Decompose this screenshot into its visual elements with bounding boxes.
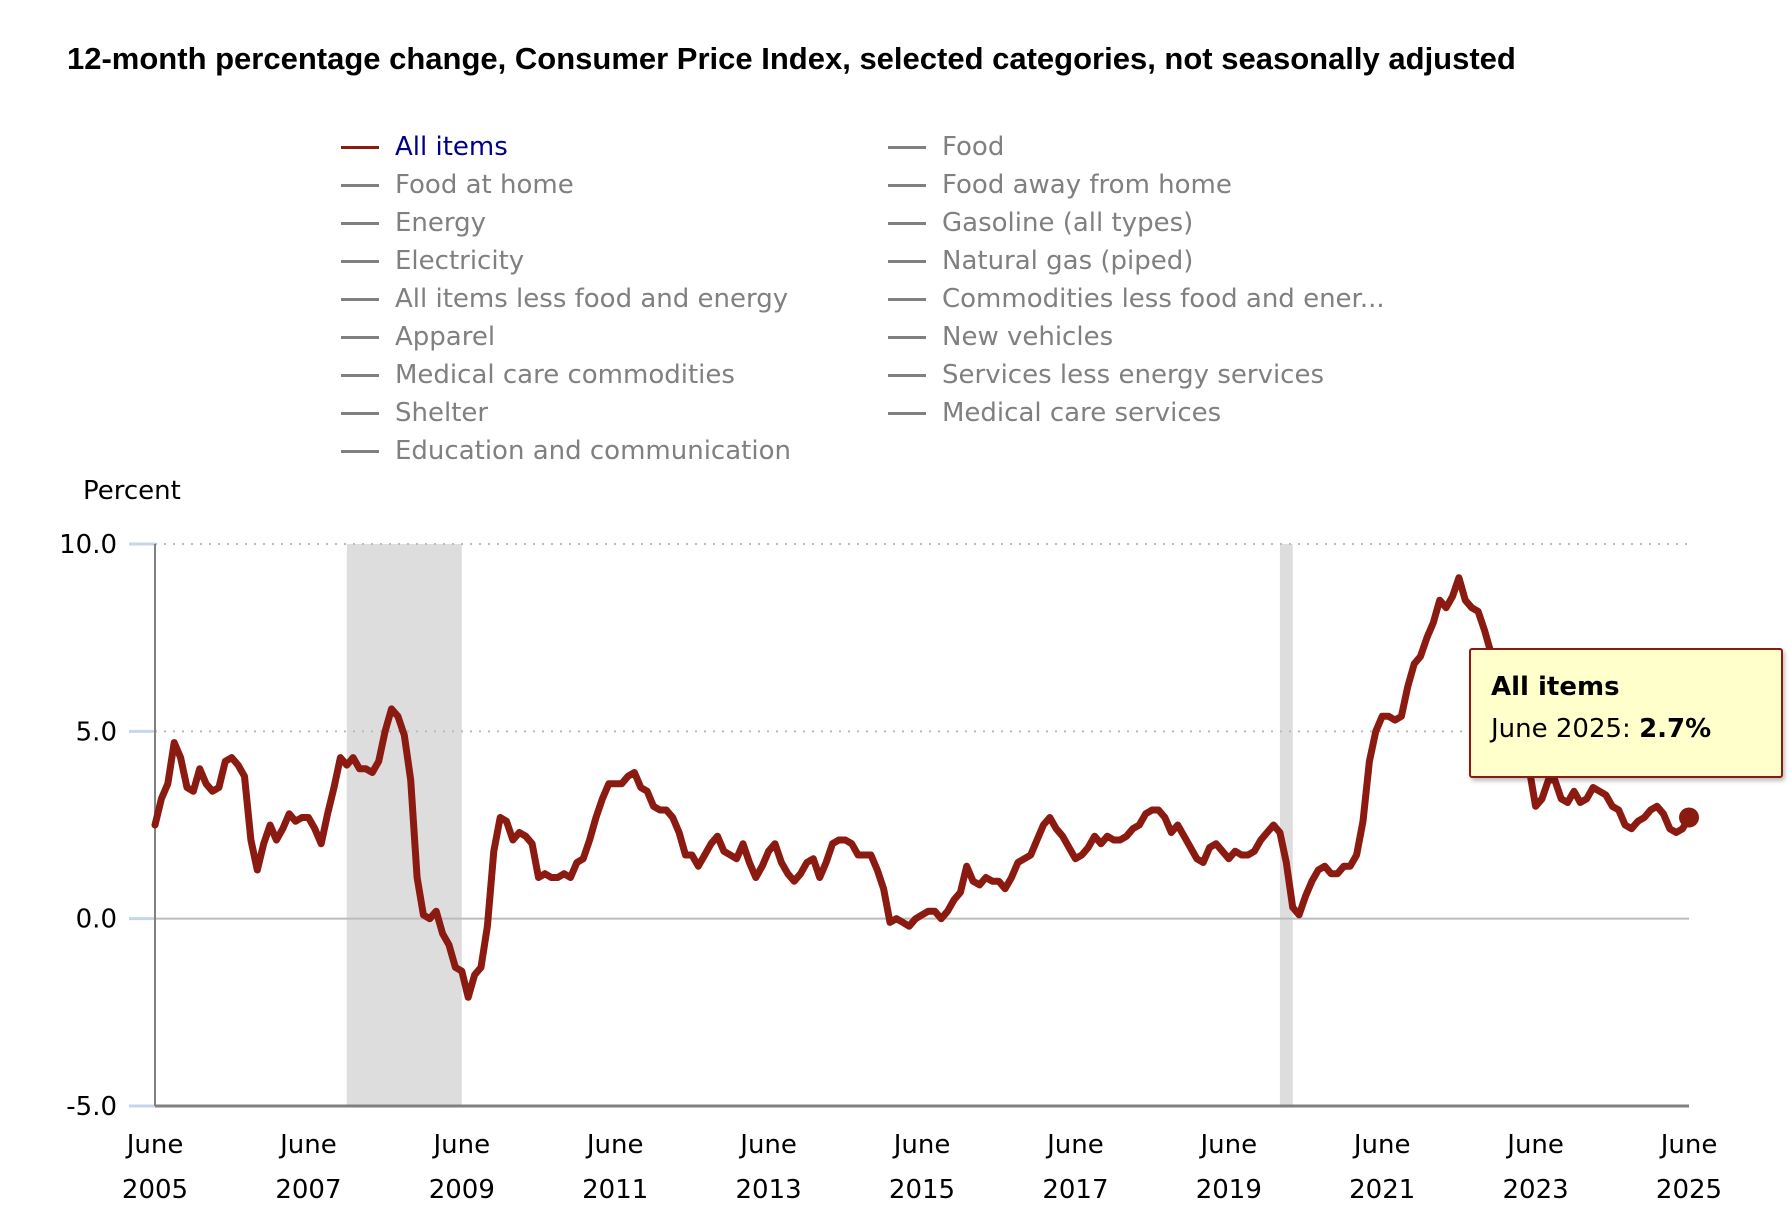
x-tick-label-year: 2021 <box>1349 1175 1415 1205</box>
legend-label: All items less food and energy <box>395 284 789 314</box>
y-tick-label: 10.0 <box>59 530 117 560</box>
hover-point <box>1679 807 1699 828</box>
legend-label: Services less energy services <box>942 360 1325 390</box>
legend-line-icon <box>888 183 926 187</box>
legend-line-icon <box>888 373 926 377</box>
x-tick-label-month: June <box>1352 1130 1411 1160</box>
legend-item[interactable]: Medical care commodities <box>341 356 735 394</box>
y-tick-label: 5.0 <box>76 717 117 747</box>
legend-item[interactable]: Food away from home <box>888 166 1232 204</box>
x-tick-label-month: June <box>1659 1130 1718 1160</box>
x-tick-label-month: June <box>278 1130 337 1160</box>
recession-band <box>346 544 462 1106</box>
chart-title: 12-month percentage change, Consumer Pri… <box>67 41 1516 76</box>
legend-line-icon <box>888 411 926 415</box>
legend-item[interactable]: Services less energy services <box>888 356 1324 394</box>
x-tick-label-year: 2009 <box>429 1175 495 1205</box>
tooltip: All items June 2025: 2.7% <box>1469 648 1783 778</box>
legend-label: Electricity <box>395 246 525 276</box>
tooltip-title: All items <box>1491 672 1620 702</box>
x-tick-label-year: 2007 <box>275 1175 341 1205</box>
legend-line-icon <box>888 259 926 263</box>
legend-label: Food <box>942 132 1005 162</box>
legend-line-icon <box>888 297 926 301</box>
legend-item[interactable]: Education and communication <box>341 432 791 470</box>
legend-item[interactable]: Natural gas (piped) <box>888 242 1193 280</box>
legend-item[interactable]: New vehicles <box>888 318 1113 356</box>
legend-label: Education and communication <box>395 436 791 466</box>
legend-item[interactable]: Gasoline (all types) <box>888 204 1193 242</box>
x-tick-label-month: June <box>1045 1130 1104 1160</box>
x-tick-label-year: 2015 <box>889 1175 955 1205</box>
y-axis-label: Percent <box>83 476 181 506</box>
y-tick-label: -5.0 <box>66 1092 117 1122</box>
legend-line-icon <box>341 449 379 453</box>
recession-band <box>1279 544 1293 1106</box>
legend-item[interactable]: Commodities less food and ener... <box>888 280 1385 318</box>
x-tick-label-year: 2005 <box>122 1175 188 1205</box>
x-tick-label-month: June <box>738 1130 797 1160</box>
x-tick-label-month: June <box>1198 1130 1257 1160</box>
x-tick-label-month: June <box>431 1130 490 1160</box>
legend-line-icon <box>888 335 926 339</box>
legend-item[interactable]: Electricity <box>341 242 524 280</box>
x-tick-label-year: 2019 <box>1196 1175 1262 1205</box>
legend-item[interactable]: Medical care services <box>888 394 1221 432</box>
legend-label: Medical care services <box>942 398 1222 428</box>
x-tick-label-month: June <box>1505 1130 1564 1160</box>
legend-label: Food away from home <box>942 170 1232 200</box>
legend-label: Gasoline (all types) <box>942 208 1194 238</box>
tooltip-line: June 2025: 2.7% <box>1491 714 1761 744</box>
tooltip-label: June 2025: <box>1491 714 1631 744</box>
x-tick-label-year: 2023 <box>1503 1175 1569 1205</box>
legend-line-icon <box>341 145 379 149</box>
legend-line-icon <box>341 373 379 377</box>
legend-line-icon <box>888 145 926 149</box>
legend-item[interactable]: Shelter <box>341 394 488 432</box>
x-tick-label-year: 2011 <box>582 1175 648 1205</box>
legend-item[interactable]: Energy <box>341 204 486 242</box>
x-tick-label-month: June <box>892 1130 951 1160</box>
legend-label: Commodities less food and ener... <box>942 284 1385 314</box>
legend-item[interactable]: Food <box>888 128 1004 166</box>
legend-line-icon <box>341 259 379 263</box>
legend-line-icon <box>341 411 379 415</box>
x-tick-label-month: June <box>125 1130 184 1160</box>
x-tick-label-year: 2013 <box>736 1175 802 1205</box>
tooltip-value: 2.7% <box>1639 714 1712 744</box>
legend-line-icon <box>341 221 379 225</box>
legend-label: Energy <box>395 208 487 238</box>
y-tick-label: 0.0 <box>76 905 117 935</box>
legend-item[interactable]: All items <box>341 128 508 166</box>
legend-label: Shelter <box>395 398 489 428</box>
legend-label: Apparel <box>395 322 496 352</box>
legend-line-icon <box>341 335 379 339</box>
x-tick-label-month: June <box>585 1130 644 1160</box>
legend-item[interactable]: Food at home <box>341 166 574 204</box>
x-tick-label-year: 2025 <box>1656 1175 1722 1205</box>
x-tick-label-year: 2017 <box>1042 1175 1108 1205</box>
legend-label: Medical care commodities <box>395 360 735 390</box>
legend-line-icon <box>341 297 379 301</box>
legend-line-icon <box>341 183 379 187</box>
legend-label: Food at home <box>395 170 574 200</box>
legend-line-icon <box>888 221 926 225</box>
legend-label: New vehicles <box>942 322 1114 352</box>
legend-item[interactable]: Apparel <box>341 318 495 356</box>
legend-item[interactable]: All items less food and energy <box>341 280 788 318</box>
series-line-all-items <box>151 574 1693 1001</box>
legend-label: Natural gas (piped) <box>942 246 1194 276</box>
legend-label: All items <box>395 132 508 162</box>
